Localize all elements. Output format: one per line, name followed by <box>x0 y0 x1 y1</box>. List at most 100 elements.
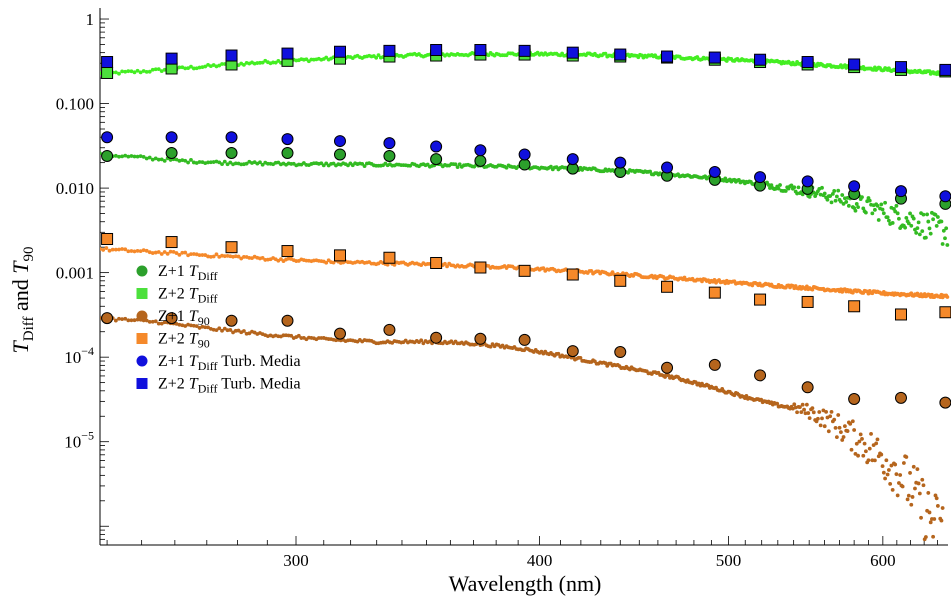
data-point <box>383 149 396 162</box>
measured-point <box>159 321 164 326</box>
x-tick-label: 300 <box>283 551 309 570</box>
measured-point <box>904 455 909 459</box>
measured-point <box>233 161 238 166</box>
measured-point <box>926 491 931 495</box>
measured-point <box>885 472 890 477</box>
data-point <box>661 361 674 374</box>
measured-point <box>879 202 884 207</box>
data-point <box>101 149 114 162</box>
measured-point <box>123 247 128 252</box>
data-point <box>430 331 443 344</box>
measured-point <box>894 203 899 208</box>
measured-point <box>935 504 940 508</box>
measured-point <box>914 231 919 235</box>
measured-point <box>120 154 125 159</box>
legend-marker-circle <box>136 355 148 367</box>
measured-point <box>860 195 864 200</box>
measured-point <box>897 481 901 485</box>
legend-marker-square <box>136 378 148 389</box>
measured-point <box>147 155 152 160</box>
data-point <box>101 232 114 245</box>
measured-point <box>120 69 125 74</box>
data-point <box>848 300 861 313</box>
measured-point <box>419 338 424 343</box>
measured-point <box>236 254 241 259</box>
measured-point <box>915 226 920 231</box>
measured-point <box>129 69 134 74</box>
measured-point <box>901 461 906 465</box>
measured-point <box>822 424 827 429</box>
measured-point <box>768 186 772 190</box>
measured-point <box>906 493 911 498</box>
measured-point <box>197 160 202 164</box>
measured-point <box>807 416 812 421</box>
measured-point <box>150 319 155 324</box>
measured-point <box>129 318 134 323</box>
measured-point <box>141 248 146 253</box>
measured-point <box>944 226 949 231</box>
measured-point <box>147 319 152 324</box>
measured-point <box>225 328 230 333</box>
measured-point <box>138 249 143 254</box>
data-point <box>383 323 396 336</box>
measured-point <box>220 328 224 333</box>
measured-point <box>890 487 895 492</box>
measured-point <box>556 351 561 356</box>
data-point <box>281 47 294 60</box>
legend-item: Z+1 T90 <box>136 308 210 328</box>
measured-point <box>208 254 213 259</box>
measured-point <box>916 481 921 486</box>
measured-point <box>324 161 329 166</box>
measured-point <box>189 158 193 162</box>
legend-item: Z+2 TDiff <box>136 286 217 306</box>
measured-point <box>126 249 131 254</box>
measured-point <box>866 458 871 463</box>
measured-point <box>889 463 894 468</box>
y-axis-title: TDiff and T90 <box>8 247 37 354</box>
measured-point <box>849 447 854 452</box>
data-point <box>518 264 531 277</box>
measured-point <box>940 506 945 510</box>
data-point <box>225 314 238 327</box>
measured-point <box>940 242 945 246</box>
measured-point <box>910 495 915 499</box>
measured-point <box>931 534 936 539</box>
measured-point <box>893 462 898 467</box>
measured-point <box>260 256 265 260</box>
measured-point <box>228 328 233 332</box>
measured-point <box>144 69 149 74</box>
measured-point <box>810 406 815 411</box>
measured-point <box>796 185 801 190</box>
legend-item: Z+2 TDiff Turb. Media <box>136 376 301 396</box>
measured-point <box>162 158 167 163</box>
measured-point <box>206 160 210 165</box>
measured-point <box>874 441 879 446</box>
measured-point <box>883 200 887 205</box>
measured-point <box>324 55 329 60</box>
measured-point <box>117 247 121 252</box>
series-z-1-t-diff-turb-media <box>101 131 951 203</box>
measured-point <box>778 183 782 187</box>
data-point <box>661 280 674 293</box>
measured-point <box>934 224 939 228</box>
measured-point <box>909 502 914 507</box>
data-point <box>225 49 238 62</box>
measured-point <box>150 67 155 72</box>
data-point <box>708 166 721 179</box>
measured-point <box>214 252 219 257</box>
series-z-1-t-90 <box>101 312 951 409</box>
measured-point <box>853 208 858 213</box>
measured-point <box>225 162 230 167</box>
legend-item: Z+1 TDiff Turb. Media <box>136 353 301 373</box>
measured-point <box>147 69 152 74</box>
data-point <box>281 133 294 146</box>
measured-point <box>156 250 161 254</box>
measured-point <box>186 322 190 327</box>
measured-point <box>897 216 901 221</box>
measured-point <box>186 253 190 258</box>
measured-point <box>775 401 780 406</box>
data-point <box>333 249 346 262</box>
measured-point <box>123 316 128 321</box>
measured-point <box>217 326 222 331</box>
plot-area <box>100 44 951 542</box>
